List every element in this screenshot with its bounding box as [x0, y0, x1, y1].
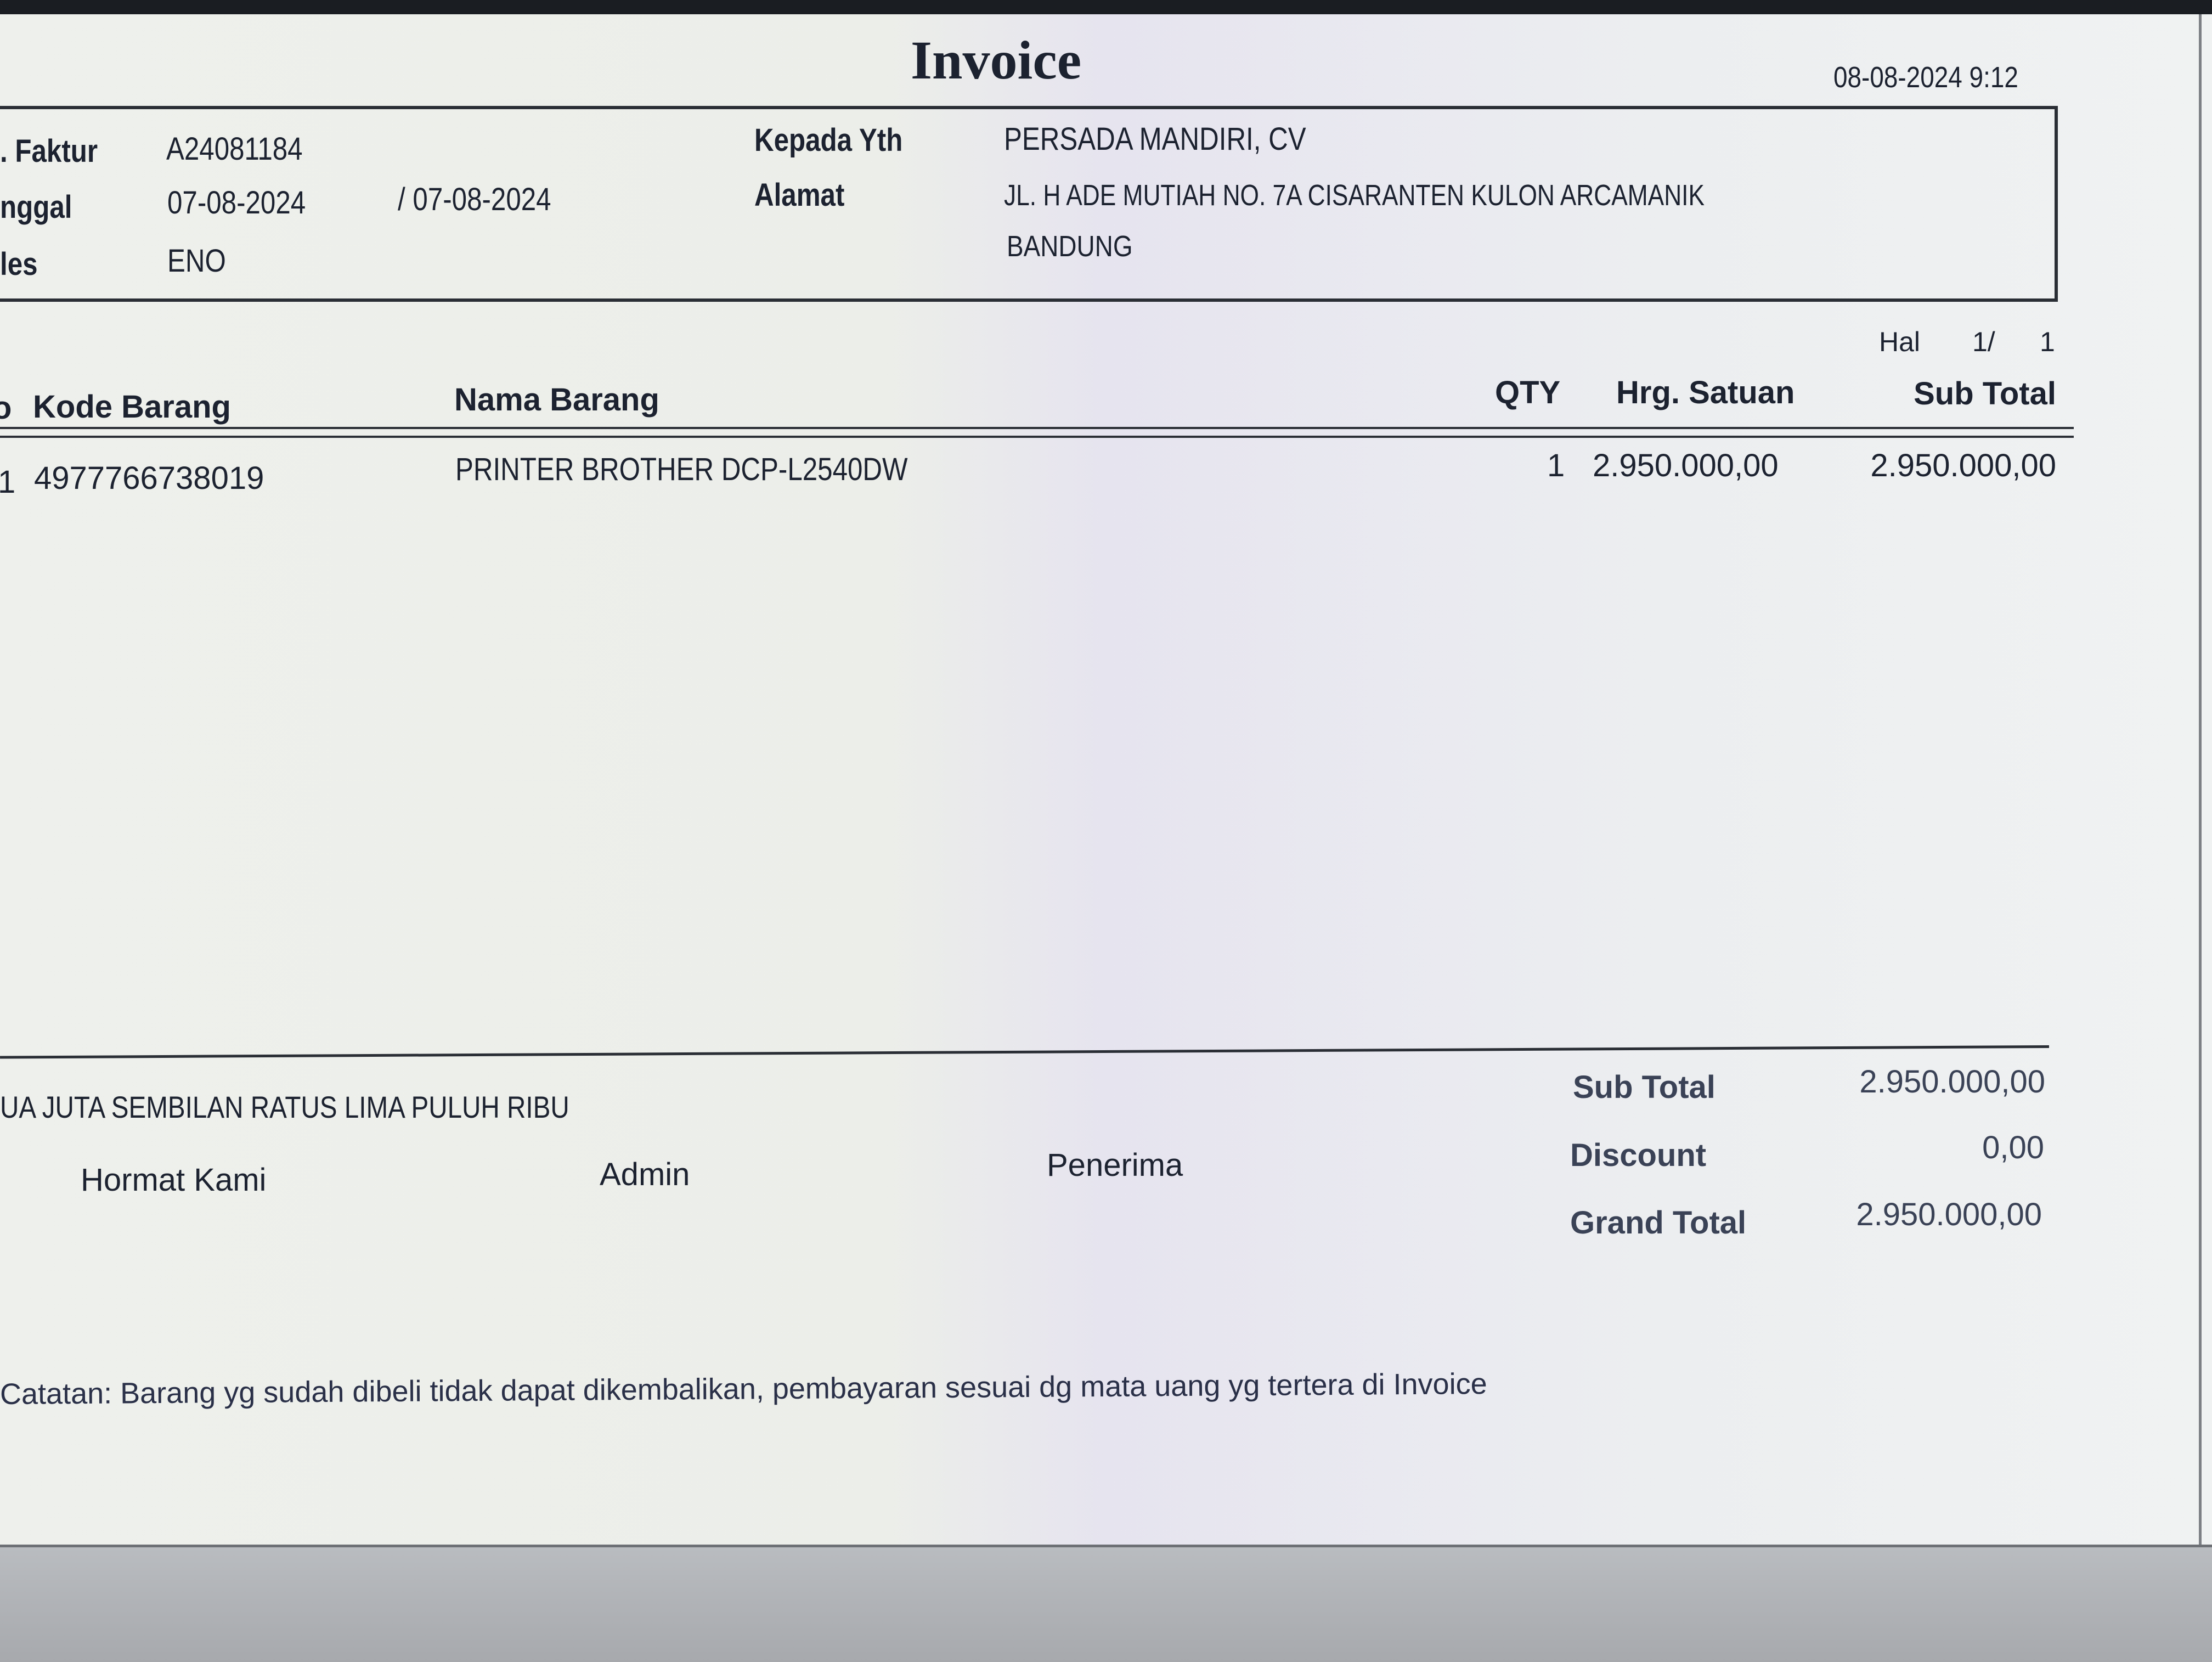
- tanggal-value-2: / 07-08-2024: [398, 182, 551, 217]
- printed-timestamp: 08-08-2024 9:12: [1833, 61, 2018, 94]
- faktur-label: . Faktur: [0, 133, 98, 169]
- page-total: 1: [2040, 326, 2055, 357]
- sales-value: ENO: [167, 243, 226, 279]
- alamat-line-1: JL. H ADE MUTIAH NO. 7A CISARANTEN KULON…: [1004, 179, 1705, 212]
- tanggal-value: 07-08-2024: [167, 185, 306, 221]
- total-discount-value: 0,00: [1982, 1130, 2044, 1165]
- total-subtotal-label: Sub Total: [1573, 1069, 1716, 1105]
- total-subtotal-value: 2.950.000,00: [1859, 1064, 2045, 1100]
- header-box: [0, 106, 2058, 302]
- screen-bottom-area: [0, 1545, 2212, 1662]
- faktur-value: A24081184: [166, 131, 303, 167]
- total-discount-label: Discount: [1570, 1137, 1707, 1173]
- alamat-label: Alamat: [754, 177, 845, 213]
- window-top-bar: [0, 0, 2212, 14]
- tanggal-label: nggal: [0, 189, 72, 225]
- row-kode: 4977766738019: [34, 460, 264, 496]
- kepada-label: Kepada Yth: [754, 122, 903, 158]
- terbilang-text: UA JUTA SEMBILAN RATUS LIMA PULUH RIBU: [0, 1090, 569, 1124]
- col-kode-barang: Kode Barang: [33, 389, 231, 425]
- row-no: 1: [0, 464, 16, 500]
- sales-label: les: [0, 246, 38, 282]
- header-rule-1: [0, 427, 2074, 429]
- footer-note: Catatan: Barang yg sudah dibeli tidak da…: [0, 1367, 1487, 1411]
- col-sub-total: Sub Total: [1914, 376, 2056, 412]
- header-rule-2: [0, 436, 2074, 438]
- col-no: o: [0, 390, 12, 426]
- kepada-value: PERSADA MANDIRI, CV: [1004, 121, 1306, 157]
- signature-admin: Admin: [600, 1157, 690, 1192]
- total-grand-label: Grand Total: [1570, 1205, 1747, 1241]
- page-label: Hal: [1879, 326, 1921, 357]
- row-subtotal: 2.950.000,00: [1870, 448, 2056, 483]
- window-right-border: [2199, 14, 2202, 1545]
- col-qty: QTY: [1495, 375, 1561, 410]
- row-harga: 2.950.000,00: [1593, 448, 1779, 483]
- signature-hormat-kami: Hormat Kami: [81, 1162, 267, 1198]
- alamat-line-2: BANDUNG: [1007, 230, 1133, 263]
- page-current: 1/: [1972, 326, 1995, 357]
- row-nama: PRINTER BROTHER DCP-L2540DW: [455, 452, 908, 487]
- col-harga-satuan: Hrg. Satuan: [1616, 375, 1795, 410]
- signature-penerima: Penerima: [1047, 1147, 1183, 1183]
- row-qty: 1: [1547, 448, 1565, 483]
- total-grand-value: 2.950.000,00: [1856, 1197, 2042, 1232]
- col-nama-barang: Nama Barang: [454, 382, 659, 418]
- invoice-title: Invoice: [911, 30, 1082, 91]
- footer-rule: [0, 1045, 2050, 1059]
